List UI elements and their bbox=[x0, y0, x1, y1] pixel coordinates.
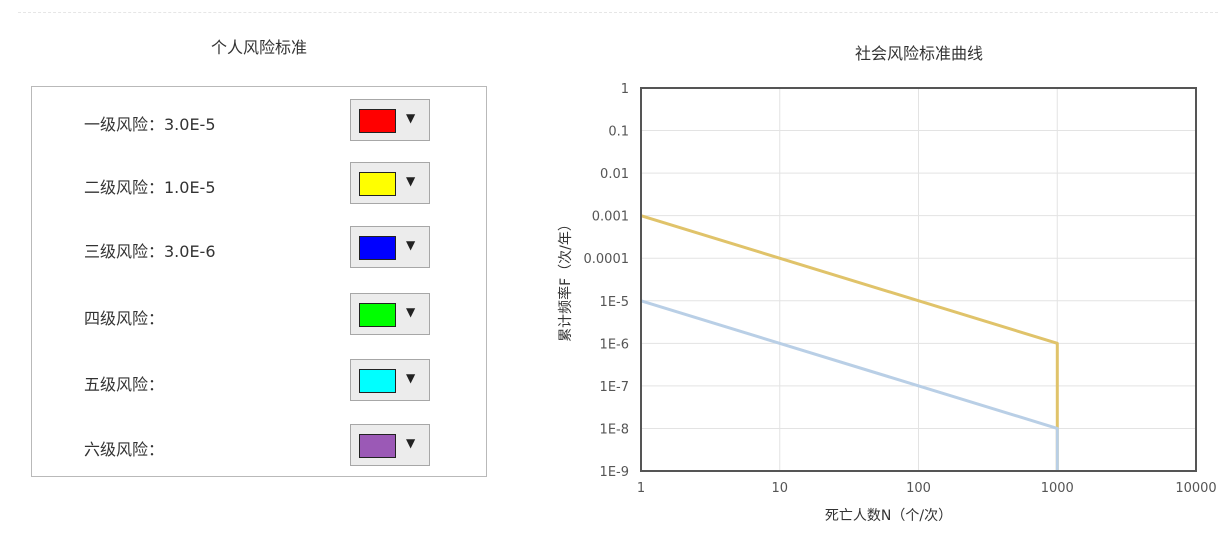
y-tick-label: 1E-5 bbox=[600, 295, 629, 310]
risk-label-level-6: 六级风险： bbox=[84, 440, 165, 459]
risk-label-level-3: 三级风险：3.0E-6 bbox=[84, 242, 216, 261]
x-tick-label: 1000 bbox=[1041, 481, 1074, 496]
plot-frame bbox=[640, 87, 1197, 472]
color-swatch-level-3 bbox=[359, 236, 396, 260]
y-tick-label: 1E-6 bbox=[600, 337, 629, 352]
societal-risk-chart-title: 社会风险标准曲线 bbox=[854, 44, 983, 63]
dropdown-arrow-icon: ▼ bbox=[406, 436, 416, 450]
color-swatch-level-4 bbox=[359, 303, 396, 327]
dropdown-arrow-icon: ▼ bbox=[406, 371, 416, 385]
color-picker-level-6[interactable]: ▼ bbox=[350, 424, 430, 466]
risk-row-level-2: 二级风险：1.0E-5 ▼ bbox=[32, 162, 486, 206]
y-tick-label: 0.1 bbox=[608, 125, 629, 140]
color-swatch-level-5 bbox=[359, 369, 396, 393]
risk-row-level-6: 六级风险： ▼ bbox=[32, 424, 486, 468]
y-tick-label: 0.0001 bbox=[584, 252, 630, 267]
risk-row-level-3: 三级风险：3.0E-6 ▼ bbox=[32, 226, 486, 270]
y-tick-label: 0.001 bbox=[592, 210, 629, 225]
series-line-2 bbox=[640, 299, 1059, 471]
y-tick-label: 1E-9 bbox=[600, 465, 629, 480]
risk-row-level-4: 四级风险： ▼ bbox=[32, 293, 486, 337]
color-picker-level-1[interactable]: ▼ bbox=[350, 99, 430, 141]
y-axis-label: 累计频率F（次/年） bbox=[557, 217, 574, 342]
y-tick-label: 1E-7 bbox=[600, 380, 629, 395]
y-tick-label: 0.01 bbox=[600, 167, 629, 182]
risk-label-level-2: 二级风险：1.0E-5 bbox=[84, 178, 216, 197]
risk-row-level-1: 一级风险：3.0E-5 ▼ bbox=[32, 99, 486, 143]
risk-label-level-1: 一级风险：3.0E-5 bbox=[84, 115, 216, 134]
x-tick-label: 100 bbox=[906, 481, 931, 496]
individual-risk-title: 个人风险标准 bbox=[210, 38, 307, 57]
risk-label-level-4: 四级风险： bbox=[84, 309, 165, 328]
dropdown-arrow-icon: ▼ bbox=[406, 174, 416, 188]
color-swatch-level-2 bbox=[359, 172, 396, 196]
color-picker-level-3[interactable]: ▼ bbox=[350, 226, 430, 268]
color-swatch-level-1 bbox=[359, 109, 396, 133]
risk-label-level-5: 五级风险： bbox=[84, 375, 165, 394]
individual-risk-panel: 一级风险：3.0E-5 ▼ 二级风险：1.0E-5 ▼ 三级风险：3.0E-6 … bbox=[31, 86, 487, 477]
dropdown-arrow-icon: ▼ bbox=[406, 111, 416, 125]
color-swatch-level-6 bbox=[359, 434, 396, 458]
top-divider bbox=[18, 12, 1218, 13]
dropdown-arrow-icon: ▼ bbox=[406, 305, 416, 319]
x-tick-label: 1 bbox=[637, 481, 645, 496]
color-picker-level-2[interactable]: ▼ bbox=[350, 162, 430, 204]
dropdown-arrow-icon: ▼ bbox=[406, 238, 416, 252]
color-picker-level-4[interactable]: ▼ bbox=[350, 293, 430, 335]
x-tick-label: 10000 bbox=[1175, 481, 1216, 496]
y-tick-label: 1E-8 bbox=[600, 422, 629, 437]
color-picker-level-5[interactable]: ▼ bbox=[350, 359, 430, 401]
y-tick-label: 1 bbox=[621, 82, 629, 97]
risk-row-level-5: 五级风险： ▼ bbox=[32, 359, 486, 403]
x-axis-label: 死亡人数N（个/次） bbox=[825, 508, 952, 524]
x-tick-label: 10 bbox=[771, 481, 788, 496]
